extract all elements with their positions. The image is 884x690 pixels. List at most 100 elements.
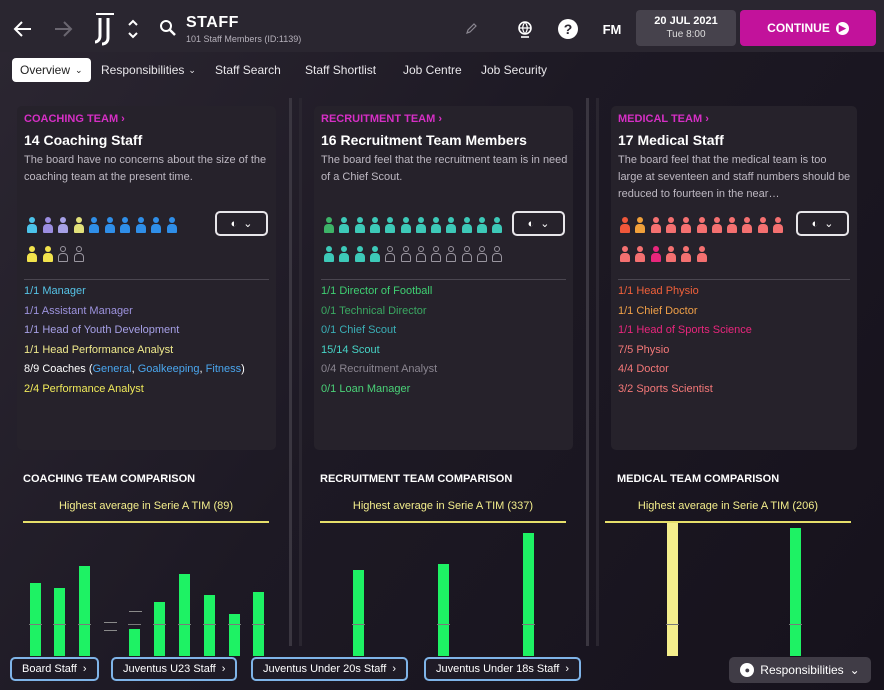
date-display[interactable]: 20 JUL 2021 Tue 8:00 — [636, 10, 736, 46]
staff-person-icon — [711, 217, 722, 233]
chevron-down-icon: ⌄ — [849, 663, 860, 677]
medical-role-chief-doctor[interactable]: 1/1 Chief Doctor — [618, 305, 698, 317]
chevron-right-icon: › — [565, 663, 569, 675]
fm-menu-button[interactable]: FM — [602, 21, 622, 37]
bar-average-marker — [29, 624, 42, 625]
back-arrow-icon[interactable] — [12, 18, 34, 40]
recruitment-comparison-subtitle: Highest average in Serie A TIM (337) — [352, 500, 534, 512]
continue-button[interactable]: CONTINUE ▶ — [740, 10, 876, 46]
staff-person-icon — [681, 246, 692, 262]
coaching-role-head-youth[interactable]: 1/1 Head of Youth Development — [24, 324, 180, 336]
u23-staff-tab[interactable]: Juventus U23 Staff › — [111, 657, 238, 681]
chevron-down-icon: ⌄ — [824, 218, 834, 230]
coaching-team-panel — [17, 106, 276, 450]
recruitment-role-technical-director[interactable]: 0/1 Technical Director — [321, 305, 427, 317]
staff-person-icon — [492, 217, 503, 233]
tab-overview[interactable]: Overview ⌄ — [12, 58, 91, 82]
staff-person-icon — [120, 217, 130, 233]
tab-responsibilities[interactable]: Responsibilities ⌄ — [101, 58, 196, 82]
tab-job-security[interactable]: Job Security — [481, 63, 548, 77]
staff-person-icon — [620, 246, 630, 262]
edit-pencil-icon[interactable] — [462, 20, 480, 38]
staff-person-icon — [727, 217, 738, 233]
bar-average-marker — [203, 624, 216, 625]
staff-person-icon — [73, 217, 84, 233]
coaching-filter-dropdown[interactable]: ◐ ⌄ — [215, 211, 268, 236]
staff-person-icon — [742, 217, 753, 233]
staff-person-icon — [324, 246, 334, 262]
staff-person-icon — [166, 217, 177, 233]
club-crest-icon[interactable] — [92, 10, 118, 48]
responsibilities-label: Responsibilities — [760, 663, 844, 677]
staff-person-icon — [42, 246, 53, 262]
recruitment-role-scout[interactable]: 15/14 Scout — [321, 344, 380, 356]
recruitment-team-link[interactable]: RECRUITMENT TEAM › — [321, 113, 442, 125]
bar-average-marker — [53, 624, 66, 625]
search-icon[interactable] — [158, 18, 178, 38]
staff-person-icon — [773, 217, 783, 233]
whistle-icon: ◐ — [527, 217, 535, 230]
coaches-fitness-link[interactable]: Fitness — [205, 363, 242, 375]
chevron-right-icon: › — [435, 113, 443, 125]
medical-filter-dropdown[interactable]: ◐ ⌄ — [796, 211, 849, 236]
staff-person-icon — [339, 246, 350, 262]
chevron-right-icon: › — [392, 663, 396, 675]
tab-staff-search[interactable]: Staff Search — [215, 63, 281, 77]
whistle-icon: ◐ — [230, 217, 238, 230]
u20-staff-tab[interactable]: Juventus Under 20s Staff › — [251, 657, 408, 681]
bar-average-marker — [437, 624, 450, 625]
recruitment-role-loan-manager[interactable]: 0/1 Loan Manager — [321, 383, 411, 395]
tab-job-centre[interactable]: Job Centre — [403, 63, 462, 77]
medical-role-head-physio[interactable]: 1/1 Head Physio — [618, 285, 699, 297]
current-date: 20 JUL 2021 — [654, 15, 718, 27]
staff-person-icon — [400, 217, 411, 233]
coaches-count: 8/9 Coaches ( — [24, 363, 93, 375]
staff-person-icon — [650, 217, 661, 233]
coaching-team-title: 14 Coaching Staff — [24, 132, 143, 148]
u18-staff-tab[interactable]: Juventus Under 18s Staff › — [424, 657, 581, 681]
bar-average-marker — [666, 624, 679, 625]
coaching-role-manager[interactable]: 1/1 Manager — [24, 285, 86, 297]
staff-person-icon — [665, 217, 676, 233]
coaching-role-head-performance-analyst[interactable]: 1/1 Head Performance Analyst — [24, 344, 174, 356]
recruitment-filter-dropdown[interactable]: ◐ ⌄ — [512, 211, 565, 236]
medical-role-sports-scientist[interactable]: 3/2 Sports Scientist — [618, 383, 713, 395]
recruitment-role-recruitment-analyst[interactable]: 0/4 Recruitment Analyst — [321, 363, 438, 375]
tab-staff-shortlist[interactable]: Staff Shortlist — [305, 63, 377, 77]
staff-person-icon — [385, 217, 396, 233]
coaches-close-paren: ) — [241, 363, 245, 375]
bar-average-marker — [153, 624, 166, 625]
bar-average-marker — [228, 624, 241, 625]
club-switch-chevrons-icon[interactable] — [126, 16, 140, 42]
comparison-bar — [78, 566, 91, 656]
coaching-team-link[interactable]: COACHING TEAM › — [24, 113, 125, 125]
medical-role-physio[interactable]: 7/5 Physio — [618, 344, 670, 356]
recruitment-role-director-of-football[interactable]: 1/1 Director of Football — [321, 285, 433, 297]
tab-overview-label: Overview — [20, 63, 71, 77]
help-icon[interactable]: ? — [558, 19, 578, 39]
coaching-role-performance-analyst[interactable]: 2/4 Performance Analyst — [24, 383, 144, 395]
responsibilities-button[interactable]: ● Responsibilities ⌄ — [729, 657, 871, 683]
medical-team-link[interactable]: MEDICAL TEAM › — [618, 113, 709, 125]
comparison-bar — [228, 614, 241, 656]
coaching-role-assistant-manager[interactable]: 1/1 Assistant Manager — [24, 305, 133, 317]
staff-person-icon — [369, 246, 380, 262]
medical-role-doctor[interactable]: 4/4 Doctor — [618, 363, 669, 375]
coaches-goalkeeping-link[interactable]: Goalkeeping — [137, 363, 200, 375]
chevron-down-icon: ⌄ — [75, 64, 83, 75]
staff-person-icon — [73, 246, 84, 262]
chevron-right-icon: › — [221, 663, 226, 675]
recruitment-role-chief-scout[interactable]: 0/1 Chief Scout — [321, 324, 397, 336]
staff-person-icon — [757, 217, 768, 233]
staff-person-icon — [339, 217, 350, 233]
world-globe-icon[interactable] — [514, 18, 536, 40]
forward-arrow-icon[interactable] — [52, 18, 74, 40]
staff-person-icon — [58, 217, 68, 233]
coaching-team-description: The board have no concerns about the siz… — [24, 154, 267, 183]
coaches-general-link[interactable]: General — [92, 363, 132, 375]
staff-person-icon — [635, 246, 646, 262]
continue-label: CONTINUE — [767, 21, 830, 35]
board-staff-tab[interactable]: Board Staff › — [10, 657, 99, 681]
medical-role-head-sports-science[interactable]: 1/1 Head of Sports Science — [618, 324, 752, 336]
top-bar — [0, 0, 884, 52]
